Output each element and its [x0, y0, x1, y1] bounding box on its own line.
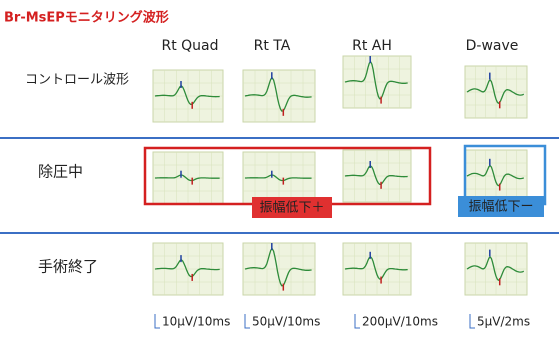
row-label: コントロール波形 [25, 73, 129, 88]
scale-label: 10μV/10ms [162, 315, 230, 329]
slide: Br-MsEPモニタリング波形 Rt Quad Rt TA Rt AH D-wa… [0, 0, 559, 333]
annotation: 振幅低下ー [468, 200, 533, 215]
scale-label: 50μV/10ms [252, 315, 320, 329]
title: Br-MsEPモニタリング波形 [4, 10, 169, 26]
row-label: 除圧中 [38, 163, 83, 181]
column-header: Rt AH [352, 38, 392, 54]
scale-label: 5μV/2ms [477, 315, 530, 329]
scale-label: 200μV/10ms [362, 315, 438, 329]
column-header: Rt Quad [161, 38, 218, 54]
column-header: D-wave [466, 38, 519, 54]
row-label: 手術終了 [38, 258, 98, 276]
annotation: 振幅低下＋ [259, 201, 324, 216]
column-header: Rt TA [254, 38, 291, 54]
